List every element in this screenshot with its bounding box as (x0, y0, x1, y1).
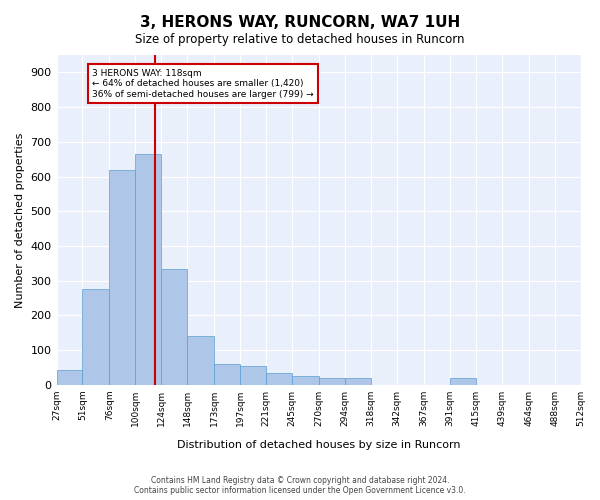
Bar (292, 376, 319, 385)
Bar (319, 378, 345, 385)
Bar (214, 364, 240, 385)
Bar (82, 290, 109, 385)
Bar (345, 378, 371, 385)
Bar (266, 372, 292, 385)
X-axis label: Distribution of detached houses by size in Runcorn: Distribution of detached houses by size … (177, 440, 460, 450)
Bar (56, 370, 82, 385)
Bar (161, 268, 187, 385)
Bar (136, 154, 161, 385)
Bar (450, 378, 476, 385)
Bar (109, 170, 136, 385)
Text: Contains HM Land Registry data © Crown copyright and database right 2024.
Contai: Contains HM Land Registry data © Crown c… (134, 476, 466, 495)
Text: 3 HERONS WAY: 118sqm
← 64% of detached houses are smaller (1,420)
36% of semi-de: 3 HERONS WAY: 118sqm ← 64% of detached h… (92, 69, 314, 98)
Text: 3, HERONS WAY, RUNCORN, WA7 1UH: 3, HERONS WAY, RUNCORN, WA7 1UH (140, 15, 460, 30)
Bar (187, 336, 214, 385)
Y-axis label: Number of detached properties: Number of detached properties (15, 132, 25, 308)
Text: Size of property relative to detached houses in Runcorn: Size of property relative to detached ho… (135, 32, 465, 46)
Bar (240, 366, 266, 385)
